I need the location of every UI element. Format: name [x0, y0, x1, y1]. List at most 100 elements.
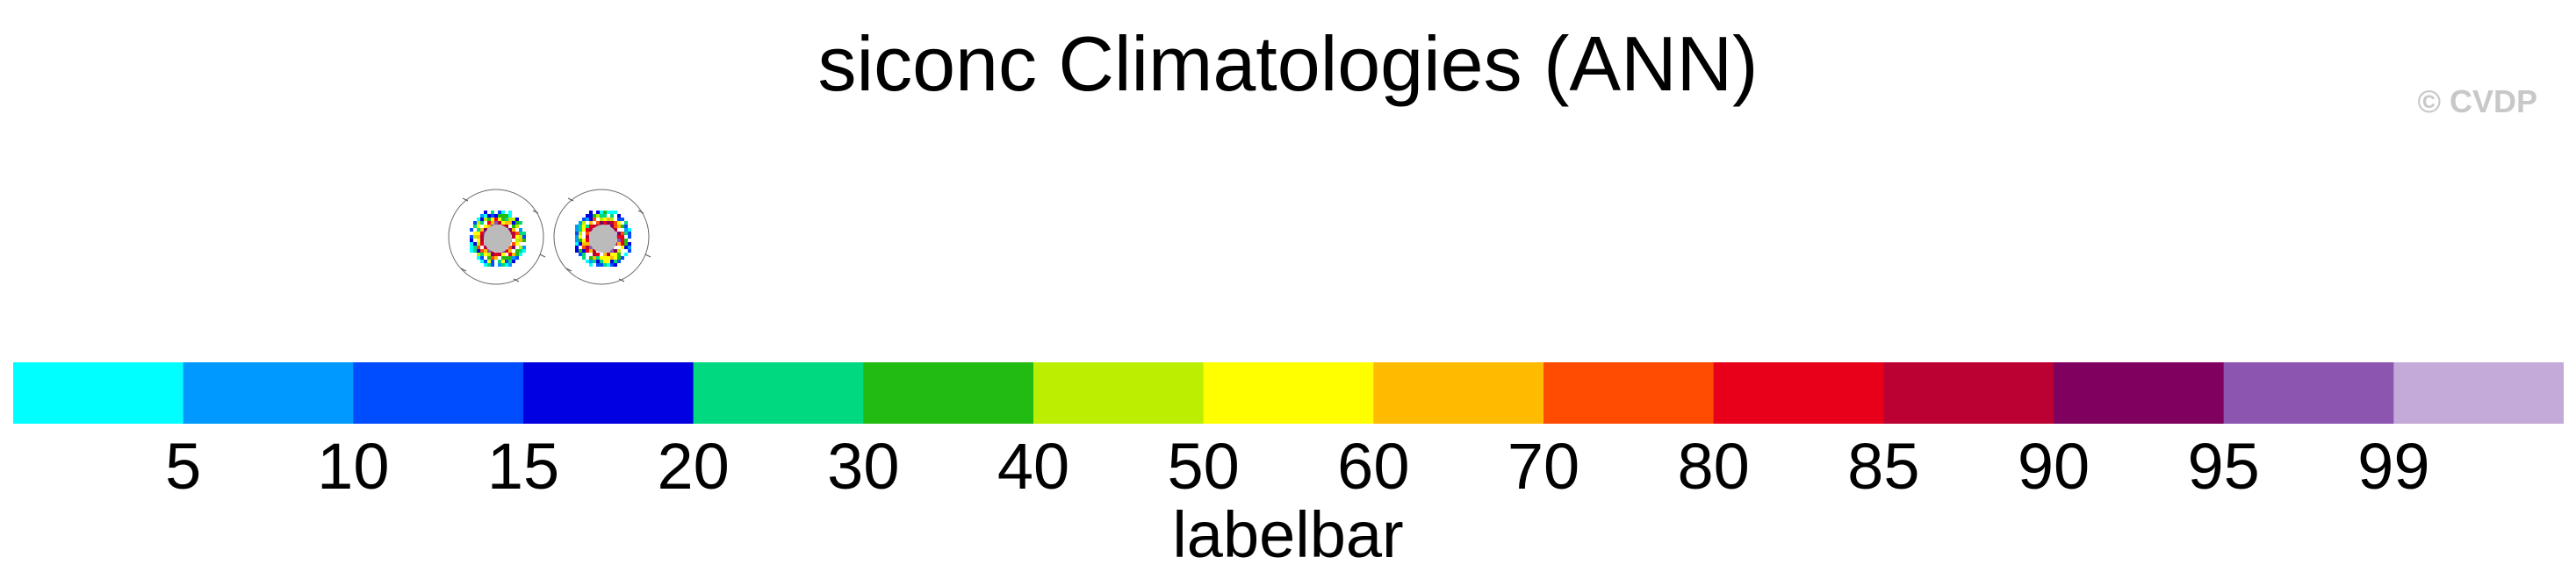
map-cell: [628, 235, 631, 239]
map-cell: [522, 239, 526, 242]
colorbar-box: [2054, 362, 2225, 424]
map-cell: [491, 256, 494, 260]
map-cell: [617, 249, 621, 253]
map-cell: [603, 253, 607, 256]
map-cell: [610, 221, 614, 225]
continent-mask: [589, 225, 617, 253]
map-cell: [610, 263, 614, 267]
map-cell: [614, 253, 617, 256]
map-cell: [515, 235, 519, 239]
map-cell: [484, 263, 487, 267]
map-cell: [589, 246, 593, 249]
climatology-panel-1: [442, 182, 550, 291]
map-cell: [617, 221, 621, 225]
map-cell: [494, 221, 498, 225]
map-cell: [491, 211, 494, 214]
map-cell: [480, 249, 484, 253]
map-cell: [617, 232, 621, 235]
map-cell: [508, 228, 512, 232]
page-title: siconc Climatologies (ANN): [817, 20, 1759, 107]
map-cell: [519, 239, 522, 242]
colorbar-tick-label: 95: [2187, 430, 2260, 503]
map-cell: [610, 214, 614, 218]
colorbar-box: [1033, 362, 1205, 424]
map-cell: [498, 211, 501, 214]
map-cell: [614, 263, 617, 267]
map-cell: [501, 256, 505, 260]
map-cell: [582, 249, 586, 253]
map-cell: [515, 225, 519, 228]
map-cell: [607, 263, 610, 267]
map-cell: [596, 256, 600, 260]
map-cell: [470, 228, 473, 232]
map-cell: [512, 225, 515, 228]
map-cell: [610, 249, 614, 253]
map-cell: [579, 221, 582, 225]
map-cell: [589, 225, 593, 228]
map-cell: [603, 263, 607, 267]
map-cell: [586, 228, 589, 232]
map-cell: [600, 263, 603, 267]
map-cell: [494, 214, 498, 218]
map-cell: [480, 239, 484, 242]
map-cell: [512, 246, 515, 249]
map-cell: [477, 249, 480, 253]
map-cell: [491, 260, 494, 263]
map-cell: [494, 218, 498, 221]
map-cell: [621, 225, 624, 228]
map-cell: [603, 260, 607, 263]
map-cell: [593, 249, 596, 253]
colorbar-box: [693, 362, 864, 424]
map-cell: [487, 225, 491, 228]
map-cell: [515, 218, 519, 221]
map-cell: [589, 214, 593, 218]
map-cell: [498, 221, 501, 225]
map-cell: [508, 260, 512, 263]
map-cell: [508, 221, 512, 225]
polar-map-2: [553, 189, 651, 285]
map-cell: [579, 239, 582, 242]
map-cell: [473, 242, 477, 246]
map-cell: [477, 253, 480, 256]
colorbar-tick-label: 20: [657, 430, 730, 503]
map-cell: [505, 225, 508, 228]
map-cell: [487, 214, 491, 218]
map-cell: [470, 246, 473, 249]
map-cell: [607, 218, 610, 221]
map-cell: [484, 246, 487, 249]
map-cell: [505, 218, 508, 221]
map-cell: [519, 221, 522, 225]
rim-label-mark: [460, 268, 467, 272]
map-cell: [487, 260, 491, 263]
map-cell: [582, 239, 586, 242]
map-cell: [628, 242, 631, 246]
map-cell: [477, 218, 480, 221]
map-cell: [610, 225, 614, 228]
map-cell: [515, 253, 519, 256]
map-cell: [508, 211, 512, 214]
polar-map-1: [448, 189, 546, 285]
map-cell: [607, 253, 610, 256]
map-cell: [582, 246, 586, 249]
map-cell: [512, 242, 515, 246]
map-cell: [621, 242, 624, 246]
map-cell: [470, 239, 473, 242]
colorbar-box: [1713, 362, 1884, 424]
map-cell: [480, 253, 484, 256]
map-cell: [480, 221, 484, 225]
map-cell: [508, 263, 512, 267]
map-cell: [624, 246, 628, 249]
map-cell: [579, 228, 582, 232]
map-cell: [508, 218, 512, 221]
map-cell: [614, 221, 617, 225]
map-cell: [617, 239, 621, 242]
map-cell: [498, 253, 501, 256]
map-cell: [575, 239, 579, 242]
colorbar-tick-label: 80: [1677, 430, 1750, 503]
map-cell: [579, 249, 582, 253]
map-cell: [512, 218, 515, 221]
colorbar-box: [523, 362, 694, 424]
map-cell: [505, 214, 508, 218]
map-cell: [586, 246, 589, 249]
colorbar-tick-labels: 5 10 15 20 30 40 50 60 70 80 85 90 95 99: [13, 430, 2564, 503]
